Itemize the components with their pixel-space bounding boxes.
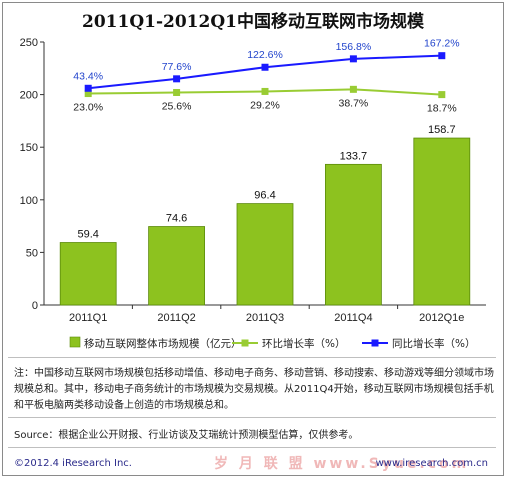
divider-top [8,357,496,358]
qoq-label-0: 23.0% [73,102,103,114]
legend-yoy-label: 同比增长率（%） [392,337,475,350]
bar-value-label-0: 59.4 [77,229,98,241]
qoq-label-3: 38.7% [339,97,369,109]
y-tick-label-0: 0 [32,300,38,312]
x-tick-label-0: 2011Q1 [69,312,107,324]
y-tick-label-2: 100 [20,195,38,207]
legend-qoq-label: 环比增长率（%） [262,337,345,350]
qoq-point-0 [84,90,92,98]
yoy-label-2: 122.6% [247,49,283,61]
yoy-point-2 [261,63,269,71]
y-tick-label-4: 200 [20,90,38,102]
x-tick-label-4: 2012Q1e [419,312,464,324]
divider-bottom [8,447,496,448]
website-link[interactable]: www.iresearch.com.cn [375,458,488,469]
legend-yoy-swatch-marker [371,339,379,347]
yoy-point-4 [438,52,446,60]
qoq-label-1: 25.6% [162,100,192,112]
bar-value-label-3: 133.7 [340,150,368,162]
bar-value-label-1: 74.6 [166,213,187,225]
chart-title: 2011Q1-2012Q1中国移动互联网市场规模 [82,12,424,32]
yoy-label-1: 77.6% [162,61,192,73]
yoy-point-3 [349,55,357,63]
qoq-point-4 [438,91,446,99]
x-tick-label-1: 2011Q2 [157,312,195,324]
yoy-label-3: 156.8% [336,41,372,53]
bar-4 [413,137,471,306]
qoq-point-2 [261,87,269,95]
bar-1 [148,226,206,306]
yoy-label-4: 167.2% [424,38,460,50]
y-tick-label-1: 50 [26,247,38,259]
x-tick-label-2: 2011Q3 [246,312,284,324]
x-tick-label-3: 2011Q4 [334,312,372,324]
yoy-point-1 [173,75,181,83]
yoy-label-0: 43.4% [73,70,103,82]
copyright-text: ©2012.4 iResearch Inc. [14,458,132,469]
chart-source: Source：根据企业公开财报、行业访谈及艾瑞统计预测模型估算，仅供参考。 [14,430,359,441]
legend-qoq-swatch-marker [241,339,249,347]
qoq-label-2: 29.2% [250,99,280,111]
bar-value-label-4: 158.7 [428,124,456,136]
bar-0 [59,242,117,306]
y-tick-label-3: 150 [20,142,38,154]
bar-2 [236,203,294,306]
qoq-point-1 [173,88,181,96]
watermark-text: 岁 月 联 盟 www.Syue.com [214,456,470,472]
y-tick-label-5: 250 [20,37,38,49]
qoq-point-3 [349,85,357,93]
legend-bar-swatch [69,336,81,348]
qoq-label-4: 18.7% [427,103,457,115]
chart-note: 注：中国移动互联网市场规模包括移动增值、移动电子商务、移动营销、移动搜索、移动游… [14,368,494,411]
yoy-point-0 [84,84,92,92]
legend-bar-label: 移动互联网整体市场规模（亿元） [84,337,242,350]
bar-value-label-2: 96.4 [254,190,275,202]
chart-canvas: 0 50 100 150 200 250 59.4 2011Q1 74.6 2011Q2 96.4 2… [20,37,486,350]
bar-3 [324,163,382,306]
divider-middle [8,417,496,418]
